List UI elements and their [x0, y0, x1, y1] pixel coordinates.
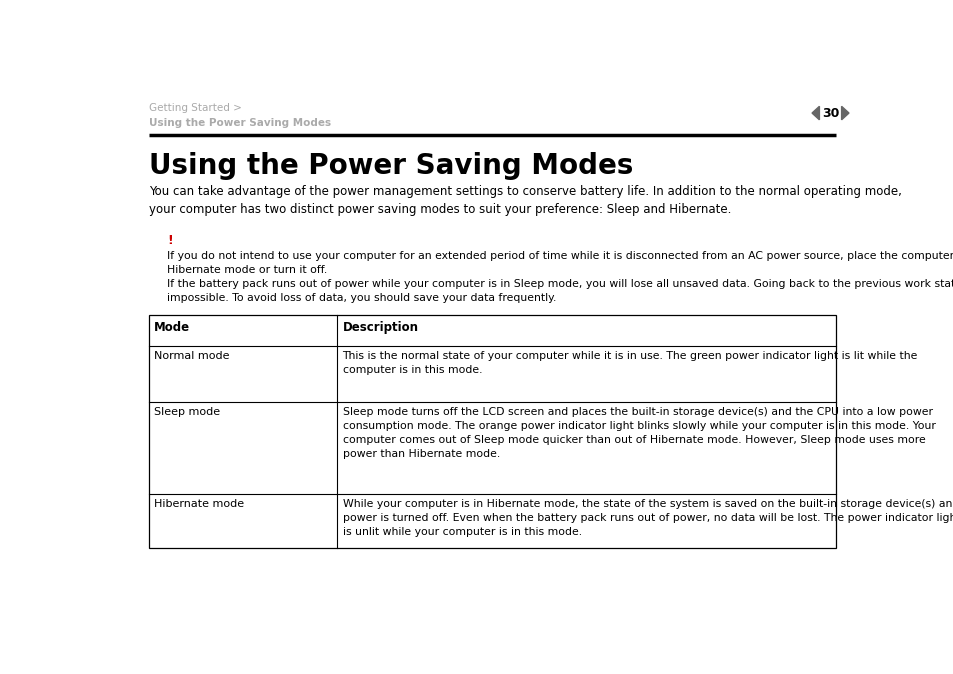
- Text: Description: Description: [342, 321, 418, 334]
- Text: You can take advantage of the power management settings to conserve battery life: You can take advantage of the power mana…: [149, 185, 901, 216]
- Text: Sleep mode: Sleep mode: [153, 407, 220, 417]
- Polygon shape: [841, 106, 848, 120]
- Text: This is the normal state of your computer while it is in use. The green power in: This is the normal state of your compute…: [342, 350, 917, 375]
- Text: !: !: [167, 234, 172, 247]
- Text: Normal mode: Normal mode: [153, 350, 230, 361]
- Text: Using the Power Saving Modes: Using the Power Saving Modes: [149, 118, 331, 128]
- Polygon shape: [811, 106, 819, 120]
- Text: 30: 30: [821, 106, 839, 119]
- Text: Getting Started >: Getting Started >: [149, 102, 241, 113]
- Text: Sleep mode turns off the LCD screen and places the built-in storage device(s) an: Sleep mode turns off the LCD screen and …: [342, 407, 935, 459]
- Text: While your computer is in Hibernate mode, the state of the system is saved on th: While your computer is in Hibernate mode…: [342, 499, 953, 537]
- Text: Hibernate mode: Hibernate mode: [153, 499, 244, 509]
- Bar: [149, 315, 836, 548]
- Text: Mode: Mode: [153, 321, 190, 334]
- Text: Using the Power Saving Modes: Using the Power Saving Modes: [149, 152, 633, 181]
- Text: If you do not intend to use your computer for an extended period of time while i: If you do not intend to use your compute…: [167, 251, 953, 274]
- Text: If the battery pack runs out of power while your computer is in Sleep mode, you : If the battery pack runs out of power wh…: [167, 279, 953, 303]
